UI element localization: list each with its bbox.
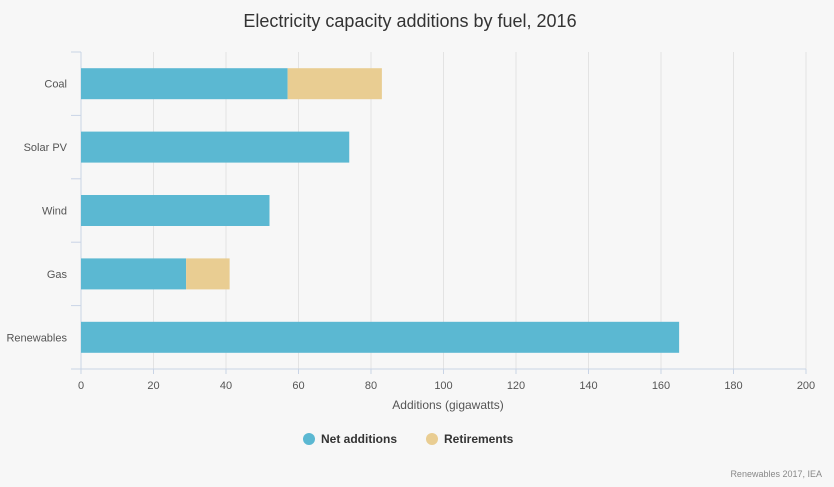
x-tick-label: 100 bbox=[434, 380, 452, 392]
y-tick-label-gas: Gas bbox=[47, 269, 68, 281]
legend-marker-net-additions bbox=[303, 433, 315, 445]
x-tick-label: 120 bbox=[507, 380, 525, 392]
chart-title: Electricity capacity additions by fuel, … bbox=[243, 11, 576, 31]
legend: Net additions Retirements bbox=[303, 432, 514, 446]
y-tick-label-renewables: Renewables bbox=[6, 332, 67, 344]
y-tick-label-solar-pv: Solar PV bbox=[24, 142, 68, 154]
source-credit: Renewables 2017, IEA bbox=[730, 469, 822, 479]
bar-solar-pv-net-additions bbox=[81, 131, 350, 163]
legend-label-retirements: Retirements bbox=[444, 432, 514, 446]
legend-label-net-additions: Net additions bbox=[321, 432, 397, 446]
x-axis-label: Additions (gigawatts) bbox=[392, 398, 503, 412]
x-tick-label: 160 bbox=[652, 380, 670, 392]
bar-wind-net-additions bbox=[81, 195, 270, 226]
x-tick-label: 40 bbox=[220, 380, 232, 392]
bar-gas-net-additions bbox=[81, 258, 187, 290]
bar-coal-net-additions bbox=[81, 68, 288, 100]
x-tick-label: 140 bbox=[579, 380, 597, 392]
x-tick-label: 60 bbox=[292, 380, 304, 392]
x-tick-label: 180 bbox=[724, 380, 742, 392]
x-axis: 0 20 40 60 80 100 120 140 160 180 200 bbox=[78, 368, 815, 392]
bars bbox=[81, 68, 680, 353]
y-axis: Coal Solar PV Wind Gas Renewables bbox=[6, 51, 82, 370]
x-tick-label: 80 bbox=[365, 380, 377, 392]
gridlines bbox=[153, 52, 807, 369]
bar-coal-retirements bbox=[287, 68, 382, 100]
x-tick-label: 0 bbox=[78, 380, 84, 392]
y-tick-label-coal: Coal bbox=[44, 79, 67, 91]
x-tick-label: 200 bbox=[797, 380, 815, 392]
y-tick-label-wind: Wind bbox=[42, 206, 67, 218]
x-tick-label: 20 bbox=[147, 380, 159, 392]
bar-renewables-net-additions bbox=[81, 321, 680, 353]
legend-marker-retirements bbox=[426, 433, 438, 445]
bar-gas-retirements bbox=[186, 258, 230, 290]
